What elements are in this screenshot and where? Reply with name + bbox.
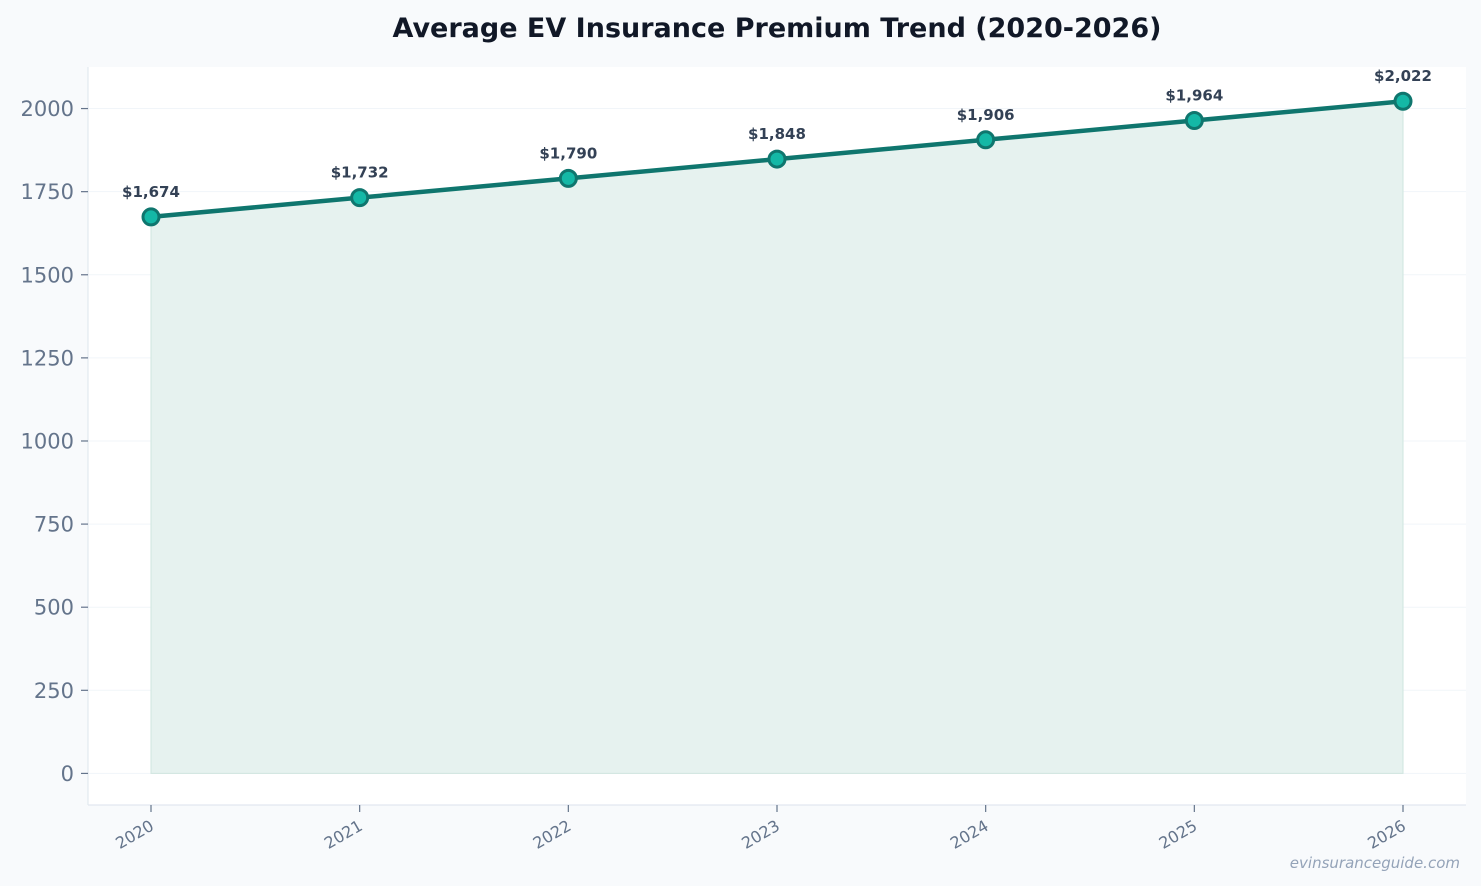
y-tick-label-1250: 1250 (21, 346, 74, 370)
y-tick-label-250: 250 (34, 679, 74, 703)
data-label-2024: $1,906 (957, 106, 1015, 124)
data-label-2025: $1,964 (1165, 87, 1223, 105)
y-tick-label-750: 750 (34, 513, 74, 537)
x-axis-ticks: 2020 2021 2022 2023 2024 2025 2026 (112, 805, 1409, 853)
data-point-2025 (1184, 111, 1204, 131)
x-tick-label-2020: 2020 (112, 816, 157, 853)
data-point-2020 (141, 207, 161, 227)
y-tick-label-1500: 1500 (21, 263, 74, 287)
data-point-2023 (767, 149, 787, 169)
x-tick-label-2022: 2022 (530, 816, 575, 853)
data-point-2024 (976, 130, 996, 150)
y-tick-label-500: 500 (34, 596, 74, 620)
watermark: evinsuranceguide.com (1290, 854, 1460, 872)
y-axis-ticks: 0 250 500 750 1000 1250 1500 1750 2000 (21, 97, 88, 786)
data-label-2022: $1,790 (539, 144, 597, 162)
x-tick-label-2025: 2025 (1156, 816, 1201, 853)
data-label-2023: $1,848 (748, 125, 806, 143)
data-label-2020: $1,674 (122, 183, 180, 201)
data-labels: $1,674 $1,732 $1,790 $1,848 $1,906 $1,964 $2,0… (122, 67, 1432, 201)
x-tick-label-2023: 2023 (738, 816, 783, 853)
data-point-2026 (1393, 91, 1413, 111)
data-point-2022 (558, 168, 578, 188)
series-area-fill-0 (150, 100, 1404, 774)
x-tick-label-2021: 2021 (321, 816, 366, 853)
y-tick-label-1000: 1000 (21, 429, 74, 453)
y-tick-label-1750: 1750 (21, 180, 74, 204)
y-tick-label-0: 0 (61, 762, 74, 786)
x-tick-label-2026: 2026 (1364, 816, 1409, 853)
chart-title: Average EV Insurance Premium Trend (2020… (393, 13, 1162, 44)
x-tick-label-2024: 2024 (947, 816, 992, 853)
data-label-2026: $2,022 (1374, 67, 1432, 85)
data-label-2021: $1,732 (331, 164, 389, 182)
y-tick-label-2000: 2000 (21, 97, 74, 121)
data-point-2021 (350, 188, 370, 208)
data-points (141, 91, 1413, 227)
area-fill-layer (150, 100, 1404, 774)
